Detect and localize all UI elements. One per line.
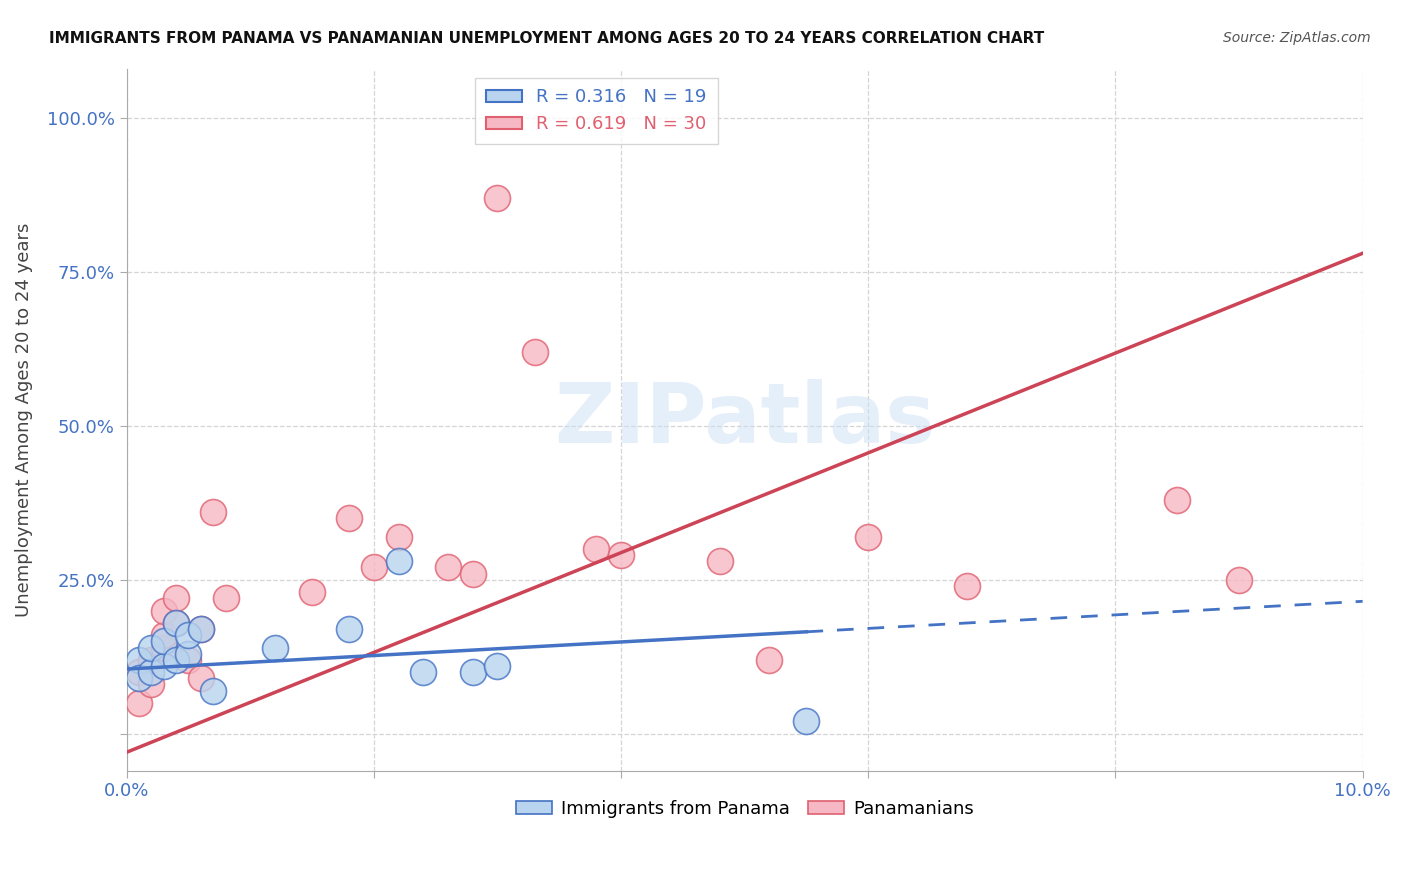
Point [190,622,212,636]
Point [387,530,409,544]
Point [165,653,187,667]
Point [141,665,163,680]
Point [858,530,880,544]
Point [152,634,174,648]
Point [141,640,163,655]
Point [177,628,200,642]
Point [177,647,200,661]
Point [301,585,323,599]
Point [141,677,163,691]
Text: ZIPatlas: ZIPatlas [554,379,935,460]
Point [461,566,484,581]
Point [758,653,780,667]
Point [177,653,200,667]
Point [128,665,150,680]
Point [796,714,818,729]
Point [610,548,633,562]
Point [337,511,360,525]
Point [141,653,163,667]
Point [387,554,409,568]
Point [486,659,509,673]
Point [152,659,174,673]
Point [412,665,434,680]
Point [152,603,174,617]
Point [128,671,150,685]
Point [585,541,607,556]
Point [165,615,187,630]
Text: Source: ZipAtlas.com: Source: ZipAtlas.com [1223,31,1371,45]
Legend: Immigrants from Panama, Panamanians: Immigrants from Panama, Panamanians [509,792,981,825]
Point [437,560,460,574]
Point [264,640,287,655]
Point [190,671,212,685]
Point [461,665,484,680]
Point [956,579,979,593]
Point [190,622,212,636]
Point [363,560,385,574]
Point [202,505,225,519]
Point [486,191,509,205]
Point [165,591,187,606]
Point [202,683,225,698]
Point [128,653,150,667]
Point [337,622,360,636]
Point [523,344,546,359]
Point [709,554,731,568]
Point [214,591,236,606]
Point [152,640,174,655]
Point [165,615,187,630]
Point [128,696,150,710]
Y-axis label: Unemployment Among Ages 20 to 24 years: Unemployment Among Ages 20 to 24 years [15,222,32,616]
Point [1227,573,1250,587]
Text: IMMIGRANTS FROM PANAMA VS PANAMANIAN UNEMPLOYMENT AMONG AGES 20 TO 24 YEARS CORR: IMMIGRANTS FROM PANAMA VS PANAMANIAN UNE… [49,31,1045,46]
Point [152,628,174,642]
Point [1166,492,1188,507]
